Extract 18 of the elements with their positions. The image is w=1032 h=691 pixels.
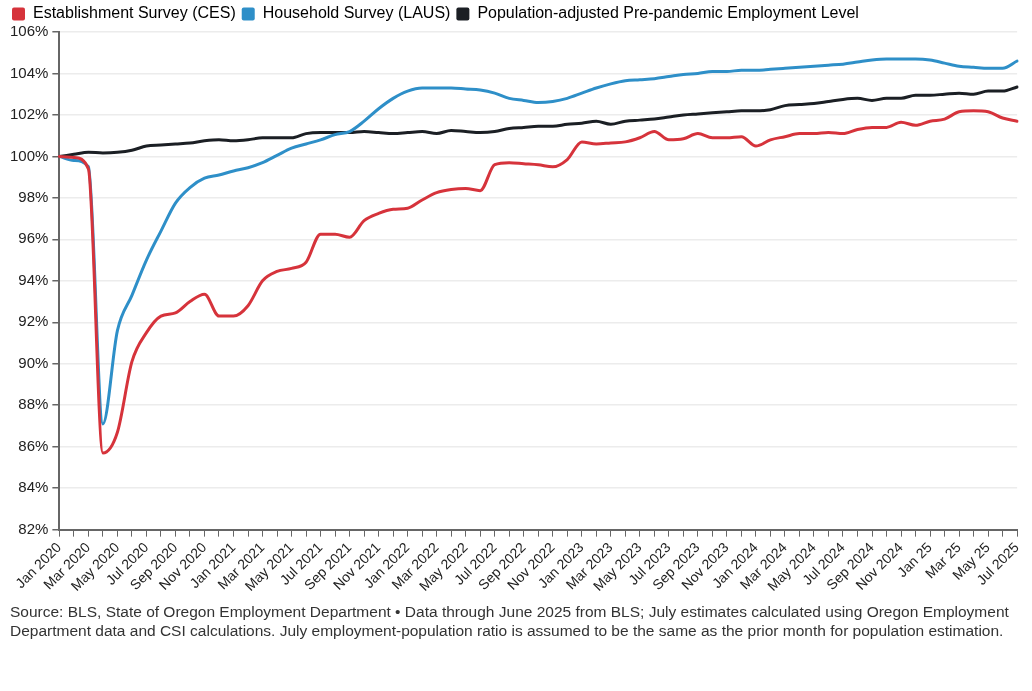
line-series xyxy=(57,109,1019,455)
y-tick-label: 96% xyxy=(18,229,49,247)
y-tick-label: 98% xyxy=(18,188,49,206)
y-tick-label: 84% xyxy=(18,478,49,496)
y-tick-label: 90% xyxy=(18,353,49,371)
y-tick-label: 94% xyxy=(18,270,49,288)
y-tick-label: 104% xyxy=(9,63,49,81)
source-note: Source: BLS, State of Oregon Employment Department • Data through June 2025 from BLS; July estimates calculated using Oregon Employment Department data and CSI calculations. July employment-population ratio is assumed to be the same as the prior month for population estimation. xyxy=(10,602,1010,640)
y-tick-label: 82% xyxy=(18,519,49,537)
y-tick-label: 100% xyxy=(9,146,49,164)
legend-label: Population-adjusted Pre-pandemic Employment Level xyxy=(477,4,859,22)
y-tick-label: 88% xyxy=(18,395,49,413)
y-tick-label: 102% xyxy=(9,105,49,123)
y-tick-label: 92% xyxy=(18,312,49,330)
legend-label: Household Survey (LAUS) xyxy=(262,4,451,22)
legend-label: Establishment Survey (CES) xyxy=(33,4,236,22)
y-tick-label: 106% xyxy=(9,22,49,40)
y-tick-label: 86% xyxy=(18,436,49,454)
